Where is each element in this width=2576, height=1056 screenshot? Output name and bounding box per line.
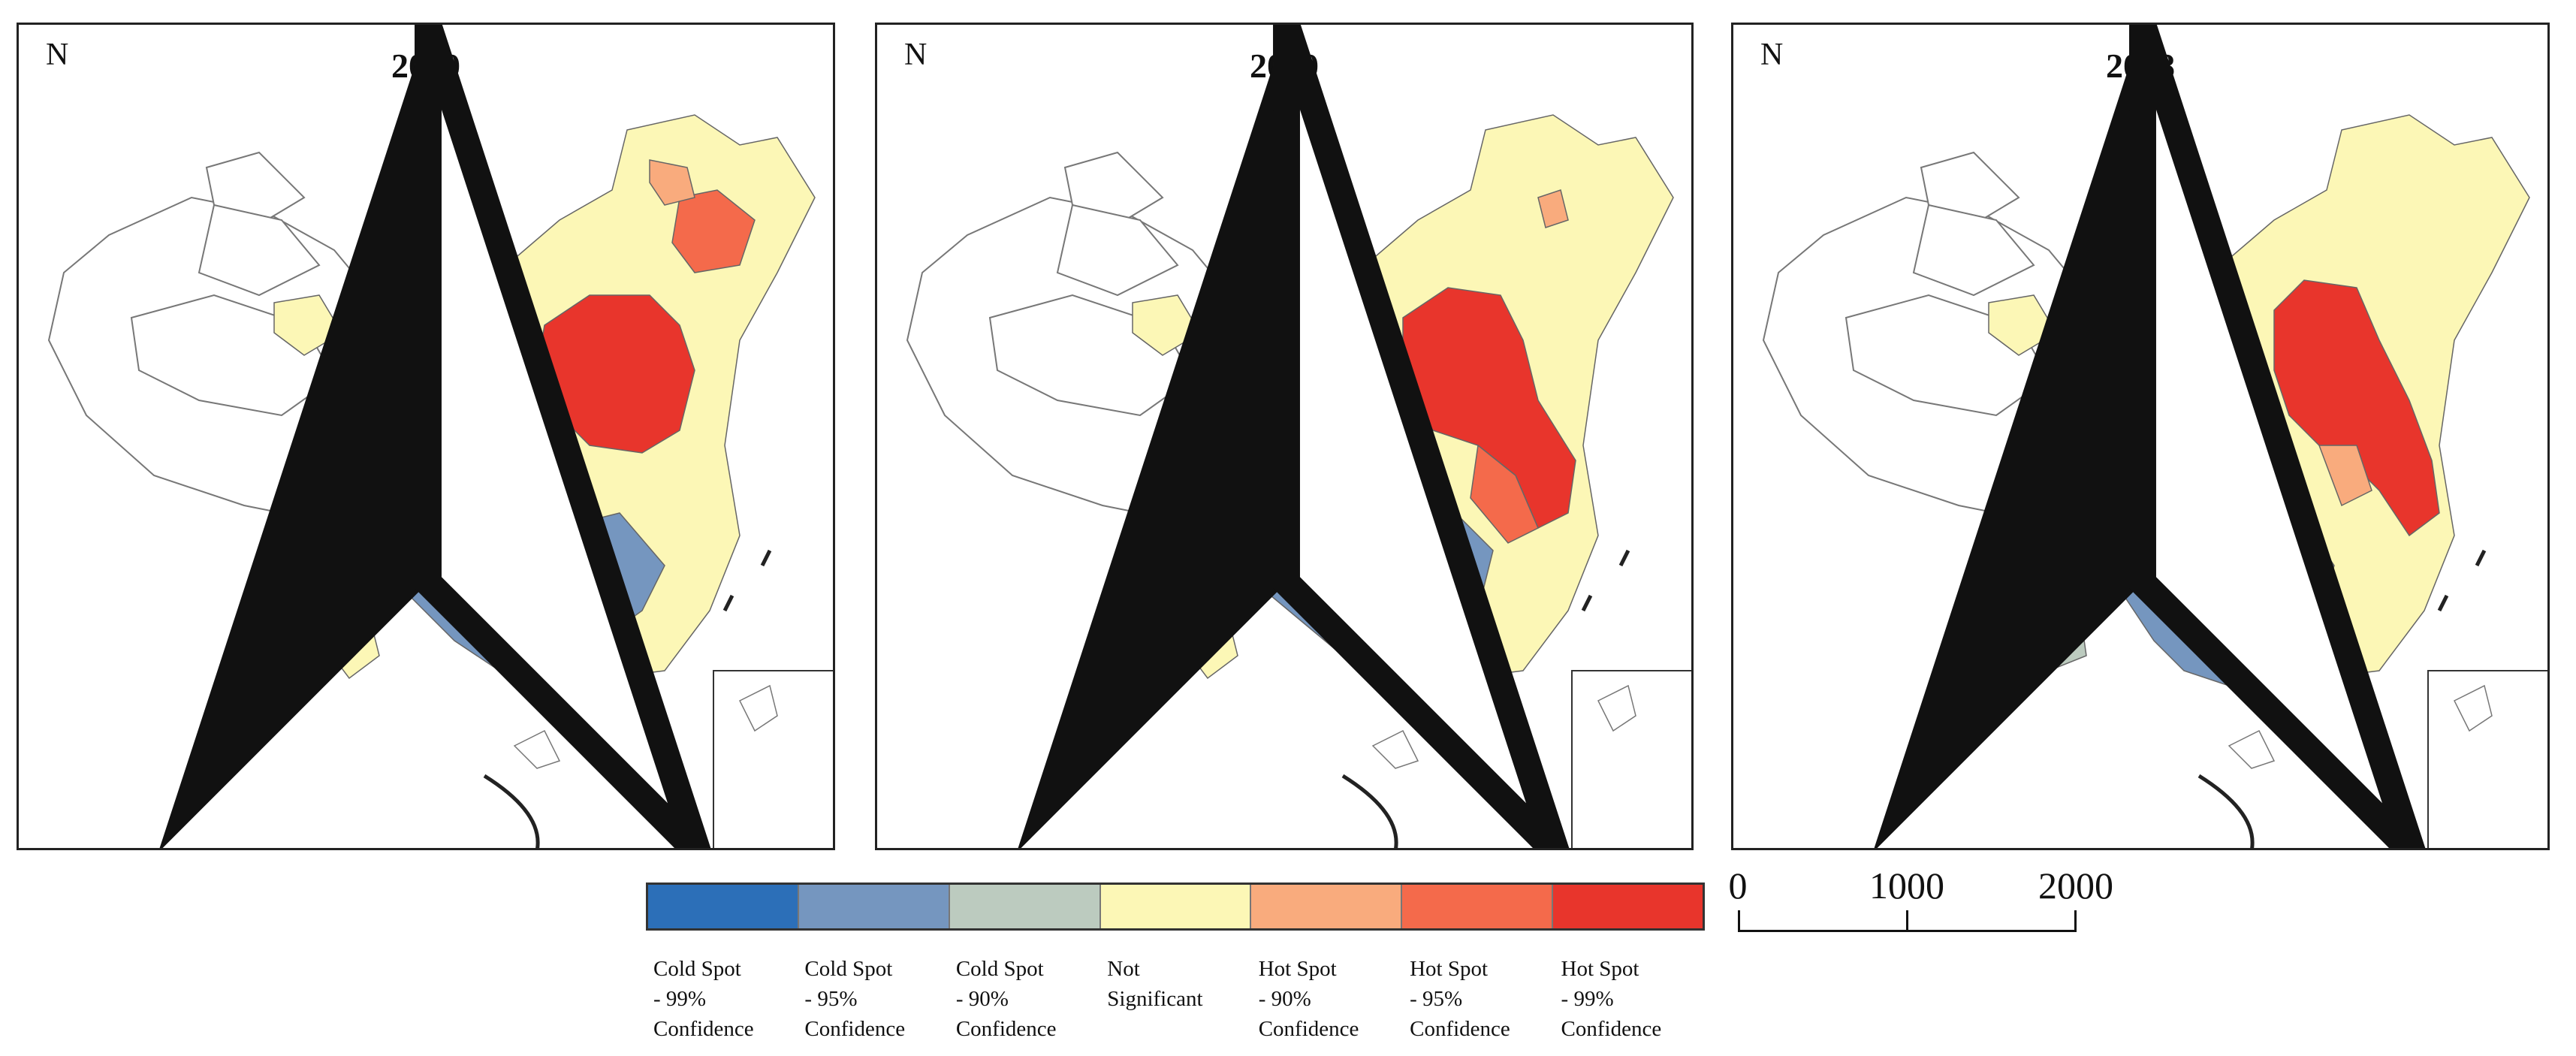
legend-label: Cold Spot - 95% Confidence [804, 957, 906, 1041]
legend-swatch [1251, 885, 1403, 928]
hot-spot-90-region [649, 159, 695, 206]
legend-swatch [1553, 885, 1703, 928]
scale-label: 1000 [1869, 864, 1944, 907]
scale-label: 0 [1728, 864, 1748, 907]
legend-label: Hot Spot - 95% Confidence [1410, 957, 1510, 1041]
legend-color-bar [646, 883, 1705, 931]
scale-bar: 0 1000 2000 [1727, 864, 2118, 939]
legend-label: Not Significant [1107, 957, 1203, 1011]
north-label: N [904, 38, 928, 72]
north-label: N [46, 38, 69, 72]
map-panel-2010: 2010 N [875, 23, 1694, 850]
legend-labels: Cold Spot - 99% Confidence Cold Spot - 95% C… [646, 954, 1705, 1044]
hot-spot-90-region [2318, 445, 2372, 507]
legend-swatch [1100, 885, 1252, 928]
legend-swatch [949, 885, 1101, 928]
legend-swatch [798, 885, 950, 928]
scale-tick [1906, 910, 1908, 932]
legend-label: Cold Spot - 99% Confidence [653, 957, 754, 1041]
legend-swatch [1402, 885, 1554, 928]
north-arrow-icon [1874, 25, 2426, 848]
legend-swatch [648, 885, 799, 928]
hot-spot-99-region [2273, 279, 2440, 537]
legend-label: Hot Spot - 99% Confidence [1561, 957, 1662, 1041]
map-panel-2018: 2018 N [1731, 23, 2550, 850]
north-arrow-icon [1018, 25, 1570, 848]
hot-spot-95-region [1470, 444, 1539, 544]
legend-label: Cold Spot - 90% Confidence [955, 957, 1057, 1041]
inner-mongolia-north [205, 151, 306, 222]
hot-spot-99-region [1402, 287, 1576, 530]
scale-tick [1738, 910, 1740, 932]
legend-label: Hot Spot - 90% Confidence [1258, 957, 1359, 1041]
hot-spot-95-region [671, 189, 756, 273]
map-panel-2000: 2000 N [17, 23, 835, 850]
north-arrow-icon [159, 25, 711, 848]
north-label: N [1760, 38, 1784, 72]
scale-tick [2074, 910, 2077, 932]
scale-label: 2000 [2038, 864, 2113, 907]
hot-spot-90-region [1537, 189, 1569, 228]
